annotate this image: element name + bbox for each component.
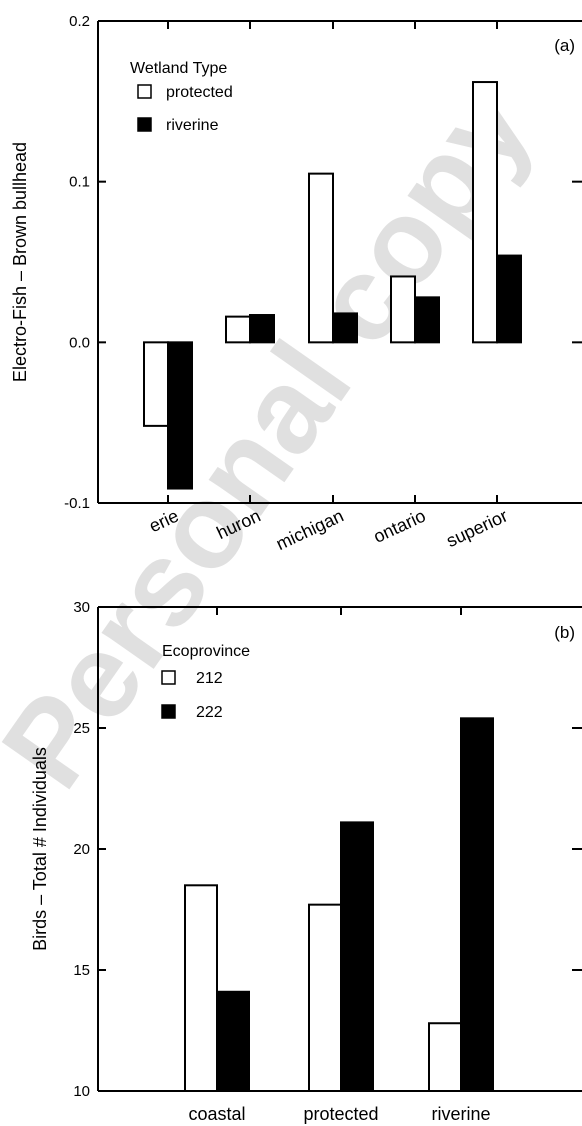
bar-a-riverine-michigan (332, 312, 358, 344)
bar-a-protected-superior (472, 81, 498, 344)
category-label-b: riverine (431, 1104, 490, 1124)
bar-b-222-riverine (460, 717, 494, 1092)
y-tick-label-a: 0.2 (69, 13, 90, 30)
bar-a-protected-ontario (390, 275, 416, 344)
legend-swatch-a (137, 117, 152, 132)
legend-swatch-b (161, 704, 176, 719)
y-tick-label-a: -0.1 (64, 495, 90, 512)
bar-b-212-protected (308, 903, 342, 1092)
legend-label-a: riverine (166, 117, 219, 134)
bar-a-riverine-ontario (414, 296, 440, 344)
bar-b-222-coastal (216, 990, 250, 1093)
bar-a-protected-michigan (308, 172, 334, 344)
bar-a-protected-huron (225, 315, 251, 344)
legend-swatch-a (137, 84, 152, 99)
legend-swatch-b (161, 670, 176, 685)
bar-b-222-protected (340, 821, 374, 1092)
y-tick-label-a: 0.1 (69, 174, 90, 191)
bar-a-protected-erie (143, 341, 169, 427)
category-label-a: superior (443, 505, 510, 551)
y-axis-label-b: Birds – Total # Individuals (30, 747, 50, 951)
chart-panel-b: 10 15 20 25 30 coastal protected riverine Birds … (30, 599, 582, 1124)
category-label-b: protected (303, 1104, 378, 1124)
bar-a-riverine-huron (249, 314, 275, 344)
legend-label-a: protected (166, 84, 233, 101)
panel-label-b: (b) (554, 623, 575, 642)
bar-a-riverine-superior (496, 254, 522, 344)
category-label-b: coastal (188, 1104, 245, 1124)
y-tick-label-b: 25 (73, 720, 90, 737)
y-tick-label-b: 30 (73, 599, 90, 616)
y-tick-label-b: 15 (73, 962, 90, 979)
panel-label-a: (a) (554, 36, 575, 55)
y-tick-label-b: 20 (73, 841, 90, 858)
y-tick-label-a: 0.0 (69, 334, 90, 351)
y-tick-label-b: 10 (73, 1083, 90, 1100)
legend-title-a: Wetland Type (130, 60, 227, 77)
y-axis-label-a: Electro-Fish – Brown bullhead (10, 142, 30, 382)
bar-a-riverine-erie (167, 341, 193, 490)
bar-b-212-coastal (184, 884, 218, 1092)
legend-label-b: 212 (196, 670, 223, 687)
bar-b-212-riverine (428, 1022, 462, 1092)
category-label-a: ontario (370, 505, 428, 546)
legend-title-b: Ecoprovince (162, 643, 250, 660)
legend-label-b: 222 (196, 704, 223, 721)
